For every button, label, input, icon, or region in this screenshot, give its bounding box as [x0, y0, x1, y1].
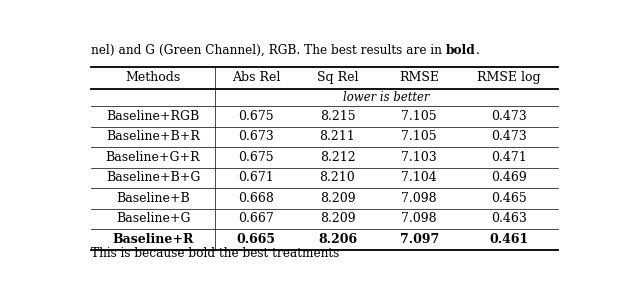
Text: Sq Rel: Sq Rel [317, 71, 358, 85]
Text: 0.461: 0.461 [489, 233, 528, 246]
Text: Baseline+G+R: Baseline+G+R [106, 151, 200, 164]
Text: 8.206: 8.206 [318, 233, 357, 246]
Text: 7.104: 7.104 [401, 171, 437, 184]
Text: 0.473: 0.473 [491, 130, 527, 143]
Text: 7.105: 7.105 [401, 110, 437, 123]
Text: 0.473: 0.473 [491, 110, 527, 123]
Text: 8.210: 8.210 [320, 171, 355, 184]
Text: 8.209: 8.209 [320, 212, 355, 225]
Text: Baseline+G: Baseline+G [116, 212, 190, 225]
Text: 7.103: 7.103 [401, 151, 437, 164]
Text: .: . [476, 44, 480, 57]
Text: 0.665: 0.665 [236, 233, 276, 246]
Text: 8.211: 8.211 [320, 130, 355, 143]
Text: 7.098: 7.098 [401, 192, 437, 205]
Text: 8.212: 8.212 [320, 151, 355, 164]
Text: 0.673: 0.673 [238, 130, 274, 143]
Text: 0.469: 0.469 [491, 171, 527, 184]
Text: bold: bold [446, 44, 476, 57]
Text: RMSE log: RMSE log [477, 71, 541, 85]
Text: 8.209: 8.209 [320, 192, 355, 205]
Text: Baseline+B+G: Baseline+B+G [106, 171, 200, 184]
Text: 7.098: 7.098 [401, 212, 437, 225]
Text: 0.471: 0.471 [491, 151, 527, 164]
Text: lower is better: lower is better [343, 91, 430, 104]
Text: 0.465: 0.465 [491, 192, 527, 205]
Text: 8.215: 8.215 [320, 110, 355, 123]
Text: 0.675: 0.675 [238, 151, 274, 164]
Text: Methods: Methods [126, 71, 181, 85]
Text: 7.097: 7.097 [399, 233, 439, 246]
Text: Baseline+RGB: Baseline+RGB [106, 110, 200, 123]
Text: RMSE: RMSE [399, 71, 439, 85]
Text: Baseline+B: Baseline+B [116, 192, 190, 205]
Text: 0.675: 0.675 [238, 110, 274, 123]
Text: nel) and G (Green Channel), RGB. The best results are in: nel) and G (Green Channel), RGB. The bes… [91, 44, 446, 57]
Text: 0.671: 0.671 [238, 171, 274, 184]
Text: Baseline+B+R: Baseline+B+R [106, 130, 200, 143]
Text: 0.668: 0.668 [238, 192, 274, 205]
Text: This is because bold the best treatments: This is because bold the best treatments [91, 247, 339, 260]
Text: Baseline+R: Baseline+R [112, 233, 194, 246]
Text: Abs Rel: Abs Rel [231, 71, 280, 85]
Text: 0.463: 0.463 [491, 212, 527, 225]
Text: 7.105: 7.105 [401, 130, 437, 143]
Text: 0.667: 0.667 [238, 212, 274, 225]
